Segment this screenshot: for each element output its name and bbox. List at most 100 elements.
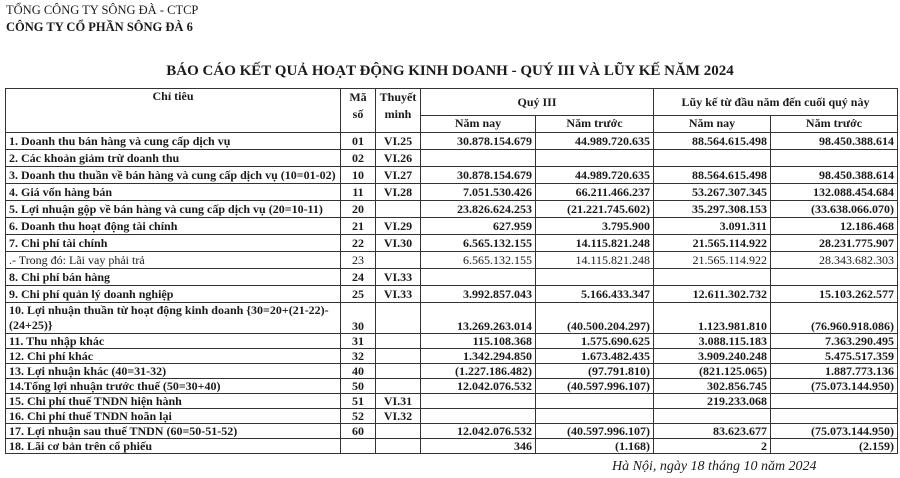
- row-note: [375, 348, 421, 364]
- row-y-last-year: [769, 393, 899, 409]
- row-item: .- Trong đó: Lãi vay phải trả: [5, 251, 341, 269]
- row-note: VI.31: [375, 393, 421, 409]
- table-row: 9. Chi phí quản lý doanh nghiệp 25 VI.33 3.…: [5, 285, 899, 303]
- table-row: 6. Doanh thu hoạt động tài chính 21 VI.29 6…: [5, 217, 899, 235]
- row-q-this-year: 6.565.132.155: [420, 251, 536, 269]
- row-y-last-year: 98.450.388.614: [769, 166, 899, 184]
- row-q-this-year: [420, 268, 536, 286]
- row-y-this-year: 12.611.302.732: [653, 285, 771, 303]
- row-code: 50: [340, 378, 376, 394]
- table-row: 4. Giá vốn hàng bán 11 VI.28 7.051.530.426 6…: [5, 183, 899, 201]
- row-note: VI.32: [375, 408, 421, 424]
- row-q-this-year: [420, 149, 536, 167]
- table-row: 17. Lợi nhuận sau thuế TNDN (60=50-51-52…: [5, 423, 899, 439]
- header-ytd: Lũy kế từ đầu năm đến cuối quý này: [652, 88, 899, 116]
- row-code: 02: [340, 149, 376, 167]
- row-code: [340, 438, 376, 454]
- row-y-last-year: [769, 408, 899, 424]
- header-item: Chỉ tiêu: [5, 88, 341, 133]
- row-item: 7. Chi phí tài chính: [5, 234, 341, 252]
- report-title: BÁO CÁO KẾT QUẢ HOẠT ĐỘNG KINH DOANH - Q…: [166, 63, 734, 79]
- row-y-last-year: (75.073.144.950): [769, 378, 899, 394]
- row-y-this-year: 1.123.981.810: [653, 302, 771, 334]
- row-code: 25: [340, 285, 376, 303]
- row-y-last-year: 12.186.468: [769, 217, 899, 235]
- row-y-last-year: 98.450.388.614: [769, 132, 899, 150]
- row-note: VI.26: [375, 149, 421, 167]
- row-q-this-year: 6.565.132.155: [420, 234, 536, 252]
- row-q-last-year: (40.597.996.107): [535, 378, 654, 394]
- row-note: [375, 333, 421, 349]
- row-code: 30: [340, 302, 376, 334]
- row-y-this-year: 35.297.308.153: [653, 200, 771, 218]
- row-y-this-year: 2: [653, 438, 771, 454]
- row-item: 12. Chi phí khác: [5, 348, 341, 364]
- row-y-last-year: 28.343.682.303: [769, 251, 899, 269]
- row-q-this-year: 1.342.294.850: [420, 348, 536, 364]
- row-code: 20: [340, 200, 376, 218]
- row-item: 18. Lãi cơ bản trên cổ phiếu: [5, 438, 341, 454]
- header-code: Mã số: [340, 88, 376, 133]
- row-item: 8. Chi phí bán hàng: [5, 268, 341, 286]
- row-y-this-year: [653, 268, 771, 286]
- row-y-last-year: 5.475.517.359: [769, 348, 899, 364]
- row-q-this-year: 30.878.154.679: [420, 132, 536, 150]
- table-row: 8. Chi phí bán hàng 24 VI.33: [5, 268, 899, 286]
- row-note: VI.33: [375, 285, 421, 303]
- row-q-this-year: 12.042.076.532: [420, 378, 536, 394]
- row-y-last-year: (76.960.918.086): [769, 302, 899, 334]
- row-y-this-year: 88.564.615.498: [653, 132, 771, 150]
- row-q-last-year: 5.166.433.347: [535, 285, 654, 303]
- row-y-this-year: 53.267.307.345: [653, 183, 771, 201]
- row-note: [375, 363, 421, 379]
- row-q-this-year: 7.051.530.426: [420, 183, 536, 201]
- row-y-last-year: 15.103.262.577: [769, 285, 899, 303]
- table-row: 5. Lợi nhuận gộp về bán hàng và cung cấp…: [5, 200, 899, 218]
- row-item: 5. Lợi nhuận gộp về bán hàng và cung cấp…: [5, 200, 341, 218]
- row-note: [375, 378, 421, 394]
- header-quarter: Quý III: [420, 88, 654, 116]
- table-row: 10. Lợi nhuận thuần từ hoạt động kinh do…: [5, 302, 899, 334]
- row-item: 15. Chi phí thuế TNDN hiện hành: [5, 393, 341, 409]
- row-note: [375, 302, 421, 334]
- row-code: 60: [340, 423, 376, 439]
- row-code: 23: [340, 251, 376, 269]
- row-q-last-year: (97.791.810): [535, 363, 654, 379]
- row-q-last-year: [535, 408, 654, 424]
- row-q-last-year: 44.989.720.635: [535, 132, 654, 150]
- row-y-last-year: [769, 268, 899, 286]
- report-date: Hà Nội, ngày 18 tháng 10 năm 2024: [612, 459, 817, 474]
- row-y-last-year: 28.231.775.907: [769, 234, 899, 252]
- row-y-last-year: 1.887.773.136: [769, 363, 899, 379]
- row-q-last-year: 1.673.482.435: [535, 348, 654, 364]
- row-code: 32: [340, 348, 376, 364]
- header-q-last-year: Năm trước: [535, 115, 654, 133]
- table-row: 1. Doanh thu bán hàng và cung cấp dịch v…: [5, 132, 899, 150]
- row-note: [375, 200, 421, 218]
- row-note: VI.29: [375, 217, 421, 235]
- row-note: VI.33: [375, 268, 421, 286]
- row-q-last-year: (21.221.745.602): [535, 200, 654, 218]
- row-q-last-year: 44.989.720.635: [535, 166, 654, 184]
- table-row: 15. Chi phí thuế TNDN hiện hành 51 VI.31 21…: [5, 393, 899, 409]
- header-q-this-year: Năm nay: [420, 115, 536, 133]
- header-y-this-year: Năm nay: [653, 115, 771, 133]
- table-row: 11. Thu nhập khác 31 115.108.368 1.575.690.…: [5, 333, 899, 349]
- row-y-last-year: (33.638.066.070): [769, 200, 899, 218]
- row-q-last-year: (1.168): [535, 438, 654, 454]
- row-q-this-year: 12.042.076.532: [420, 423, 536, 439]
- row-y-last-year: (75.073.144.950): [769, 423, 899, 439]
- table-row: .- Trong đó: Lãi vay phải trả 23 6.565.132…: [5, 251, 899, 269]
- row-q-last-year: 3.795.900: [535, 217, 654, 235]
- row-item: 16. Chi phí thuế TNDN hoãn lại: [5, 408, 341, 424]
- row-y-this-year: 3.088.115.183: [653, 333, 771, 349]
- row-code: 31: [340, 333, 376, 349]
- table-row: 2. Các khoản giảm trừ doanh thu 02 VI.26: [5, 149, 899, 167]
- row-code: 51: [340, 393, 376, 409]
- row-q-last-year: 66.211.466.237: [535, 183, 654, 201]
- parent-company: TỔNG CÔNG TY SÔNG ĐÀ - CTCP: [6, 3, 199, 17]
- row-y-this-year: (821.125.065): [653, 363, 771, 379]
- row-note: [375, 251, 421, 269]
- row-note: VI.30: [375, 234, 421, 252]
- row-code: 10: [340, 166, 376, 184]
